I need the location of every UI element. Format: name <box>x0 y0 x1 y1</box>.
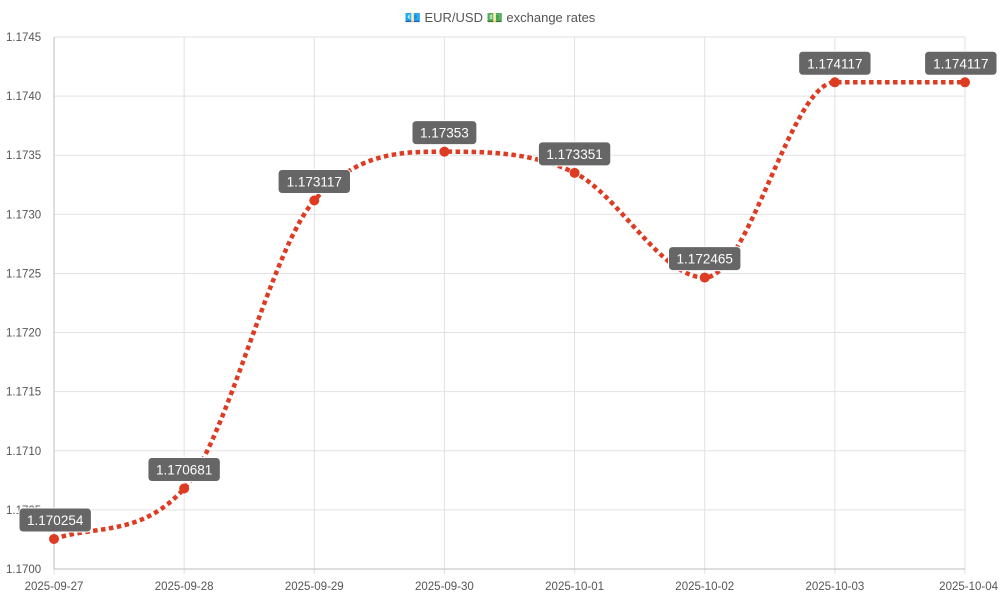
x-axis-ticks: 2025-09-27 2025-09-28 2025-09-29 2025-09-30… <box>25 581 999 593</box>
x-tick-label: 2025-10-04 <box>939 581 998 593</box>
x-tick-label: 2025-09-29 <box>285 581 344 593</box>
y-tick-label: 1.1730 <box>6 209 41 221</box>
data-point <box>49 533 59 544</box>
y-tick-label: 1.1700 <box>6 564 41 576</box>
series-line <box>53 80 965 542</box>
y-tick-label: 1.1710 <box>6 446 41 458</box>
series-line-layer <box>53 80 965 542</box>
data-label-box <box>411 120 478 146</box>
data-label: 1.172465 <box>668 246 742 272</box>
data-label-text: 1.170254 <box>27 513 84 528</box>
data-label-text: 1.173351 <box>546 147 602 162</box>
x-tick-label: 2025-09-30 <box>415 581 474 593</box>
data-label-text: 1.172465 <box>677 252 733 267</box>
data-point <box>829 77 840 88</box>
data-labels: 1.170254 1.170681 1.173117 1.17353 1.173351 1… <box>18 50 998 533</box>
y-tick-label: 1.1745 <box>6 32 41 44</box>
x-tick-label: 2025-10-02 <box>675 581 734 593</box>
x-tick-label: 2025-10-01 <box>545 581 604 593</box>
data-point <box>699 272 710 283</box>
x-tick-label: 2025-09-28 <box>155 581 214 593</box>
data-label-text: 1.170681 <box>156 462 212 477</box>
data-label: 1.17353 <box>411 120 478 146</box>
data-label-box <box>18 507 92 533</box>
data-point <box>960 77 970 88</box>
data-label: 1.170254 <box>18 507 92 533</box>
y-tick-label: 1.1740 <box>6 91 41 103</box>
data-points <box>49 77 970 544</box>
x-tick-label: 2025-09-27 <box>25 581 84 593</box>
y-tick-label: 1.1720 <box>6 328 41 340</box>
data-label: 1.174117 <box>798 50 872 76</box>
grid-lines <box>53 36 966 574</box>
data-label: 1.173351 <box>537 141 612 167</box>
data-point <box>569 167 580 178</box>
data-point <box>439 146 450 157</box>
data-label-box <box>924 50 998 76</box>
data-label-text: 1.174117 <box>933 56 988 71</box>
data-label-box <box>277 169 351 195</box>
data-label-text: 1.17353 <box>420 126 469 141</box>
data-label-box <box>668 246 742 272</box>
data-label-text: 1.173117 <box>287 175 342 190</box>
data-point <box>309 195 320 206</box>
y-tick-label: 1.1735 <box>6 150 41 162</box>
data-label: 1.170681 <box>147 456 221 482</box>
y-axis-ticks: 1.17001.17051.17101.17151.17201.17251.17… <box>6 32 41 576</box>
data-label-text: 1.174117 <box>807 56 862 71</box>
data-label: 1.173117 <box>277 169 351 195</box>
y-tick-label: 1.1725 <box>6 268 41 280</box>
data-label: 1.174117 <box>924 50 998 76</box>
x-tick-label: 2025-10-03 <box>805 581 864 593</box>
y-tick-label: 1.1715 <box>6 387 41 399</box>
data-point <box>179 483 190 494</box>
data-label-box <box>798 50 872 76</box>
axes <box>53 37 965 570</box>
data-label-box <box>537 141 612 167</box>
data-label-box <box>147 456 221 482</box>
chart-title: 💶 EUR/USD 💵 exchange rates <box>405 10 596 25</box>
